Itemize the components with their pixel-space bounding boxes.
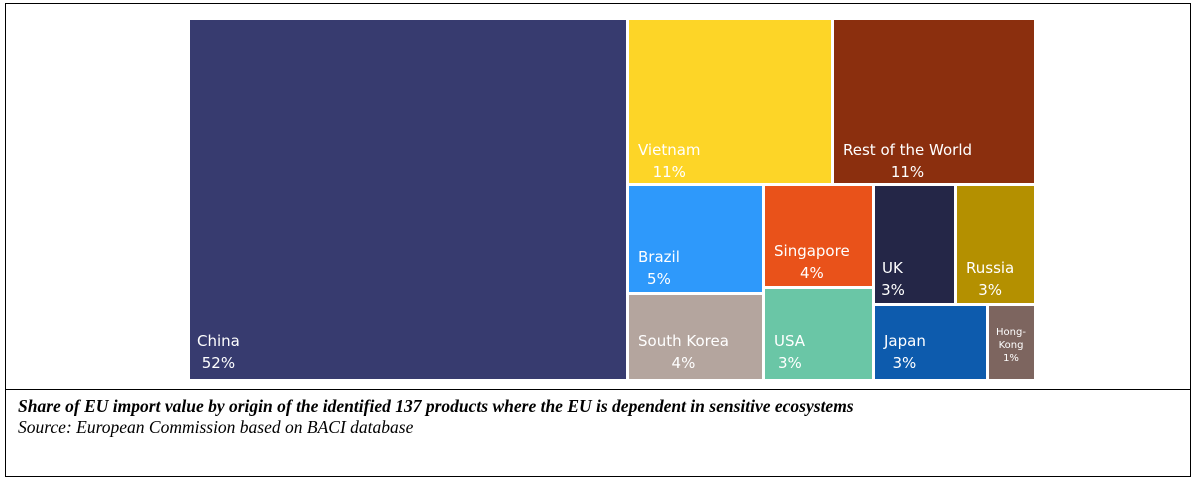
treemap-value-vietnam: 11% (653, 163, 686, 181)
treemap-rect-japan (875, 306, 986, 379)
treemap-value-usa: 3% (778, 354, 802, 372)
treemap-value-uk: 3% (881, 281, 905, 299)
treemap-label-china: China (197, 332, 240, 350)
treemap-rect-usa (765, 289, 872, 379)
treemap-chart: China 52% Vietnam 11% Rest of the World 11% Br… (190, 20, 1034, 379)
treemap-rect-vietnam (629, 20, 831, 183)
treemap-label-japan: Japan (883, 332, 926, 350)
treemap-cell-south-korea: South Korea 4% (629, 295, 762, 379)
treemap-cell-usa: USA 3% (765, 289, 872, 379)
treemap-cell-brazil: Brazil 5% (629, 186, 762, 292)
treemap-cell-rest-of-the-world: Rest of the World 11% (834, 20, 1034, 183)
treemap-value-rest-of-the-world: 11% (891, 163, 924, 181)
treemap-cell-china: China 52% (190, 20, 626, 379)
treemap-value-russia: 3% (978, 281, 1002, 299)
treemap-value-singapore: 4% (800, 264, 824, 282)
treemap-rect-brazil (629, 186, 762, 292)
treemap-value-japan: 3% (893, 354, 917, 372)
treemap-cell-vietnam: Vietnam 11% (629, 20, 831, 183)
treemap-label-south-korea: South Korea (638, 332, 729, 350)
caption-divider (5, 389, 1191, 390)
treemap-rect-rest-of-the-world (834, 20, 1034, 183)
treemap-label-singapore: Singapore (774, 242, 850, 260)
treemap-value-hong-kong: 1% (1003, 353, 1019, 364)
treemap-rect-hong-kong (989, 306, 1034, 379)
treemap-label-brazil: Brazil (638, 248, 680, 266)
treemap-cell-japan: Japan 3% (875, 306, 986, 379)
treemap-value-south-korea: 4% (672, 354, 696, 372)
treemap-rect-china (190, 20, 626, 379)
figure-caption: Share of EU import value by origin of th… (18, 396, 1182, 438)
treemap-label-uk: UK (882, 259, 904, 277)
treemap-rect-south-korea (629, 295, 762, 379)
treemap-label-usa: USA (774, 332, 806, 350)
caption-title: Share of EU import value by origin of th… (18, 396, 854, 416)
treemap-label-hong-kong: Hong-Kong (996, 327, 1026, 351)
treemap-label-russia: Russia (966, 259, 1014, 277)
treemap-value-china: 52% (202, 354, 235, 372)
caption-source: Source: European Commission based on BAC… (18, 417, 414, 437)
treemap-cell-singapore: Singapore 4% (765, 186, 872, 286)
treemap-rect-singapore (765, 186, 872, 286)
treemap-cell-russia: Russia 3% (957, 186, 1034, 303)
treemap-label-vietnam: Vietnam (638, 141, 701, 159)
treemap-cell-uk: UK 3% (875, 186, 954, 303)
figure-frame (5, 3, 1191, 477)
treemap-cell-hong-kong: Hong-Kong 1% (989, 306, 1034, 379)
treemap-label-rest-of-the-world: Rest of the World (843, 141, 972, 159)
treemap-rect-russia (957, 186, 1034, 303)
treemap-value-brazil: 5% (647, 270, 671, 288)
treemap-rect-uk (875, 186, 954, 303)
